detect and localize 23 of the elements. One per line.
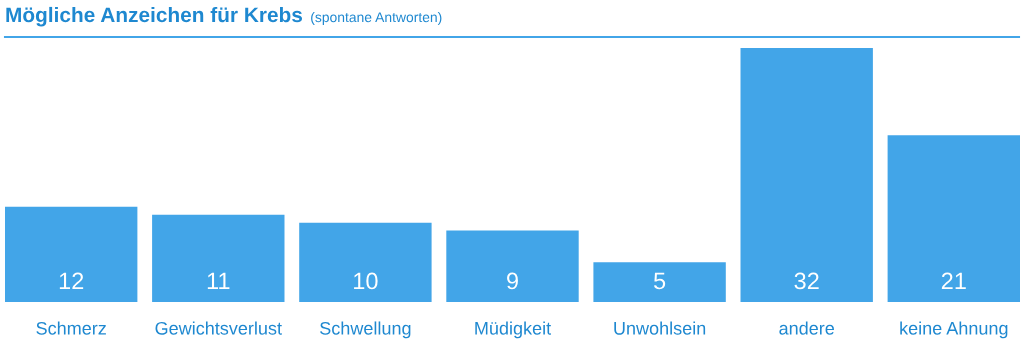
bar [5,206,138,302]
bar [299,222,432,302]
data-label: 21 [941,272,966,290]
x-tick-label: Müdigkeit [475,321,552,339]
bar [152,214,285,302]
x-tick-label: andere [779,321,835,335]
data-label: 5 [653,272,666,290]
x-tick-label: Gewichtsverlust [155,321,282,335]
data-label: 11 [207,272,230,290]
bar [887,135,1020,302]
x-tick-label: Schmerz [36,321,106,335]
bar [593,262,726,302]
bar [446,230,579,302]
chart-subtitle: (spontane Antworten) [311,11,442,25]
x-tick-label: Unwohlsein [614,321,706,335]
x-tick-label: Schwellung [320,321,411,339]
data-label: 32 [794,272,819,290]
chart-title: Mögliche Anzeichen für Krebs [6,6,303,27]
data-label: 10 [354,272,378,290]
bar [740,48,873,302]
data-label: 9 [507,272,518,290]
data-label: 12 [59,272,84,290]
x-tick-label: keine Ahnung [900,321,1008,339]
